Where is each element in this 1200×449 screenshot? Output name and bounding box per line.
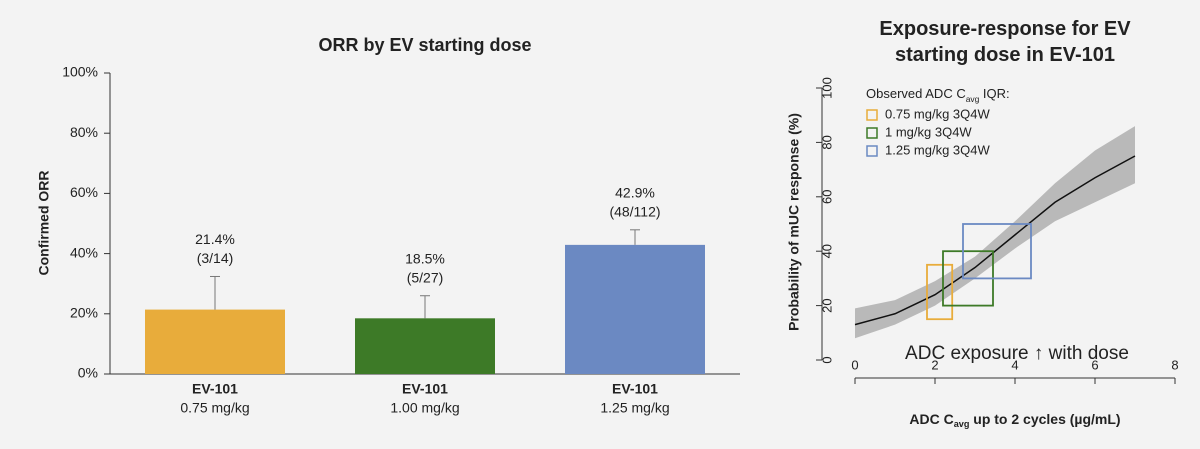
iqr-box [926, 263, 954, 321]
count-label: (5/27) [407, 269, 444, 285]
chart-title: ORR by EV starting dose [318, 35, 532, 55]
y-axis-label: Probability of mUC response (%) [786, 113, 802, 331]
legend-title-part: avg [966, 94, 980, 104]
count-label: (3/14) [197, 250, 234, 266]
bar [565, 244, 705, 374]
x-tick-label: EV-101 [192, 381, 238, 397]
x-tick-sublabel: 0.75 mg/kg [180, 400, 249, 416]
legend-title-part: IQR: [979, 86, 1009, 101]
legend-swatch [866, 127, 878, 139]
value-label: 42.9% [615, 185, 655, 201]
y-tick-label: 60 [819, 190, 834, 204]
count-label: (48/112) [609, 204, 660, 220]
y-tick-label: 40% [70, 244, 98, 260]
x-axis-label: ADC Cavg up to 2 cycles (µg/mL) [909, 411, 1120, 430]
y-tick-label: 100% [62, 64, 98, 80]
legend-label: 0.75 mg/kg 3Q4W [885, 106, 990, 121]
annotation: ADC exposure ↑ with dose [905, 343, 1129, 364]
y-axis-label: Confirmed ORR [36, 171, 52, 276]
value-label: 18.5% [405, 250, 445, 266]
value-label: 21.4% [195, 231, 235, 247]
legend-label: 1 mg/kg 3Q4W [885, 124, 972, 139]
bar [355, 318, 495, 374]
legend-title: Observed ADC Cavg IQR: [866, 86, 1010, 104]
legend-title-part: Observed ADC C [866, 86, 966, 101]
x-axis-label-part: ADC C [909, 411, 953, 427]
y-tick-label: 0 [819, 356, 834, 363]
x-tick-label: EV-101 [612, 381, 658, 397]
x-tick-sublabel: 1.25 mg/kg [600, 400, 669, 416]
x-tick-label: 6 [1091, 357, 1098, 372]
x-tick-label: 4 [1011, 357, 1018, 372]
y-tick-label: 80 [819, 135, 834, 149]
legend-label: 1.25 mg/kg 3Q4W [885, 142, 990, 157]
x-tick-label: 2 [931, 357, 938, 372]
y-tick-label: 100 [819, 77, 834, 99]
line [854, 155, 1136, 326]
x-tick-label: 8 [1171, 357, 1178, 372]
legend-swatch [866, 145, 878, 157]
x-tick-sublabel: 1.00 mg/kg [390, 400, 459, 416]
y-tick-label: 80% [70, 124, 98, 140]
y-tick-label: 60% [70, 184, 98, 200]
y-tick-label: 20 [819, 298, 834, 312]
confidence-band [855, 126, 1135, 339]
x-tick-label: EV-101 [402, 381, 448, 397]
y-tick-label: 20% [70, 305, 98, 321]
iqr-box [962, 223, 1032, 280]
chart-title: Exposure-response for EV starting dose i… [879, 18, 1131, 66]
x-axis-label-part: up to 2 cycles (µg/mL) [969, 411, 1120, 427]
y-tick-label: 40 [819, 244, 834, 258]
x-tick-label: 0 [851, 357, 858, 372]
legend-swatch [866, 109, 878, 121]
y-tick-label: 0% [78, 365, 98, 381]
bar [145, 309, 285, 374]
x-axis-label-part: avg [954, 419, 970, 429]
